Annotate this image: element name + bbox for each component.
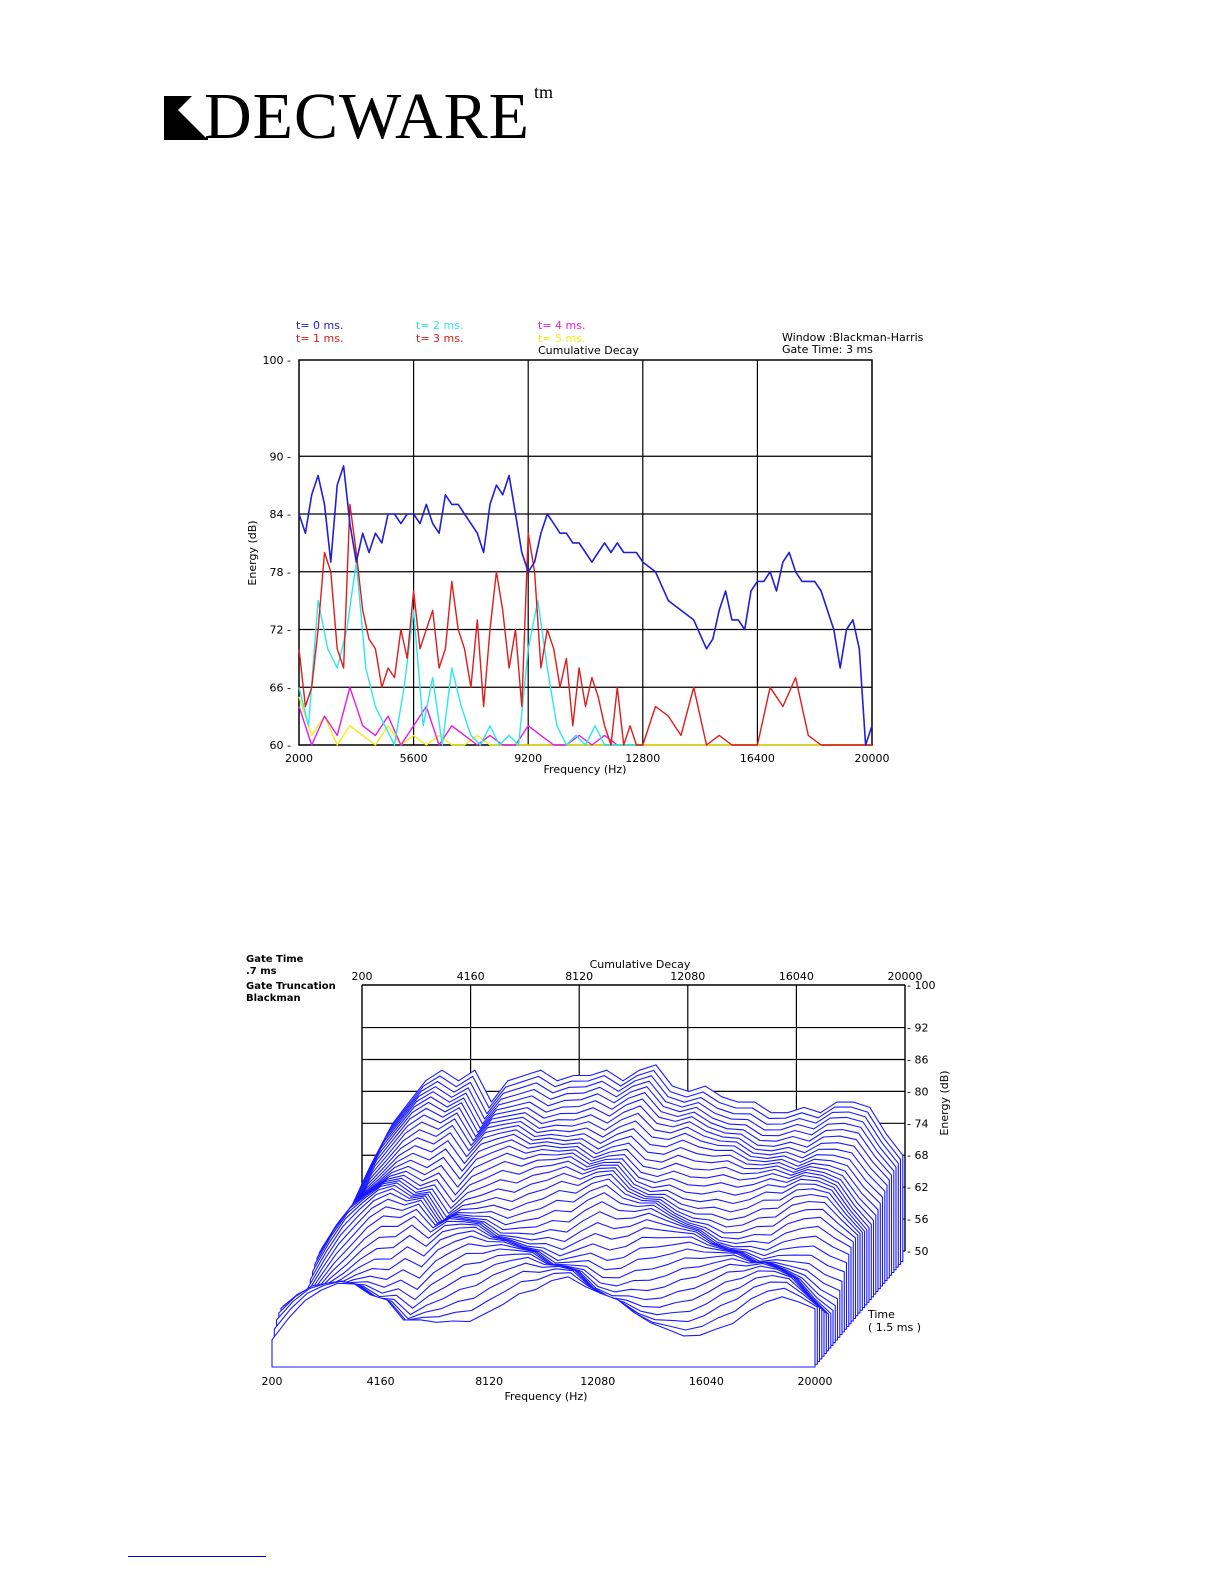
- brand-name: DECWARE: [204, 80, 530, 153]
- top-x-tick-label: 12080: [670, 970, 705, 983]
- y-tick-label: - 62: [907, 1181, 928, 1194]
- info-window: Window :Blackman-Harris: [782, 331, 924, 344]
- info-gate-time-value: .7 ms: [246, 966, 277, 977]
- y-tick-label: 90 -: [270, 450, 291, 463]
- y-tick-label: - 80: [907, 1085, 928, 1098]
- decay-slice: [271, 1276, 816, 1368]
- cumulative-decay-line-chart: t= 0 ms.t= 1 ms. t= 2 ms.t= 3 ms. t= 4 ms.…: [246, 319, 924, 776]
- top-x-tick-label: 4160: [457, 970, 485, 983]
- y-axis-label: Energy (dB): [246, 520, 259, 585]
- info-gate-time-label: Gate Time: [246, 954, 304, 965]
- x-tick-label: 16400: [740, 752, 775, 765]
- info-gate-truncation-value: Blackman: [246, 993, 301, 1004]
- y-tick-label: - 50: [907, 1245, 928, 1258]
- y-axis-label: Energy (dB): [938, 1070, 951, 1135]
- series-line-1: [298, 503, 872, 746]
- time-axis-value: ( 1.5 ms ): [868, 1321, 921, 1334]
- legend-entry: t= 2 ms.: [416, 319, 463, 332]
- y-tick-label: - 92: [907, 1022, 928, 1035]
- info-gate-time: Gate Time: 3 ms: [782, 343, 873, 356]
- y-tick-label: - 100: [907, 979, 935, 992]
- legend-entry: t= 0 ms.: [296, 319, 343, 332]
- x-tick-label: 5600: [400, 752, 428, 765]
- x-tick-label: 4160: [367, 1375, 395, 1388]
- series-line-2: [298, 561, 643, 746]
- x-tick-label: 8120: [475, 1375, 503, 1388]
- legend-entry: t= 4 ms.: [538, 319, 585, 332]
- top-x-tick-label: 16040: [779, 970, 814, 983]
- legend-entry: t= 5 ms.: [538, 332, 585, 345]
- y-tick-label: 84 -: [270, 508, 291, 521]
- legend-entry: t= 3 ms.: [416, 332, 463, 345]
- x-axis-label: Frequency (Hz): [544, 763, 627, 776]
- top-x-tick-label: 200: [352, 970, 373, 983]
- y-tick-label: - 68: [907, 1149, 928, 1162]
- x-tick-label: 12080: [580, 1375, 615, 1388]
- x-tick-label: 16040: [689, 1375, 724, 1388]
- y-tick-label: 72 -: [270, 624, 291, 637]
- legend-entry: t= 1 ms.: [296, 332, 343, 345]
- footer-link-underline[interactable]: [128, 1556, 266, 1557]
- time-axis-label: Time: [867, 1308, 895, 1321]
- top-x-tick-label: 20000: [888, 970, 923, 983]
- y-tick-label: - 56: [907, 1213, 928, 1226]
- x-tick-label: 20000: [798, 1375, 833, 1388]
- y-tick-label: 78 -: [270, 566, 291, 579]
- y-tick-label: - 86: [907, 1053, 928, 1066]
- decware-logo: DECWARE tm: [164, 82, 564, 150]
- top-x-tick-label: 8120: [565, 970, 593, 983]
- x-tick-label: 12800: [625, 752, 660, 765]
- cumulative-decay-waterfall-chart: Gate Time .7 ms Gate Truncation Blackman…: [246, 954, 951, 1403]
- trademark: tm: [534, 82, 554, 102]
- y-tick-label: 100 -: [263, 354, 291, 367]
- y-tick-label: 60 -: [270, 739, 291, 752]
- series-line-3: [298, 686, 618, 746]
- series-line-0: [298, 465, 873, 746]
- logo-mark: [164, 96, 208, 140]
- x-tick-label: 9200: [514, 752, 542, 765]
- y-tick-label: - 74: [907, 1117, 928, 1130]
- x-axis-label: Frequency (Hz): [505, 1390, 588, 1403]
- x-tick-label: 200: [262, 1375, 283, 1388]
- info-gate-truncation-label: Gate Truncation: [246, 981, 336, 992]
- y-tick-label: 66 -: [270, 681, 291, 694]
- chart-title: Cumulative Decay: [538, 344, 639, 357]
- chart-title: Cumulative Decay: [590, 958, 691, 971]
- x-tick-label: 2000: [285, 752, 313, 765]
- x-tick-label: 20000: [855, 752, 890, 765]
